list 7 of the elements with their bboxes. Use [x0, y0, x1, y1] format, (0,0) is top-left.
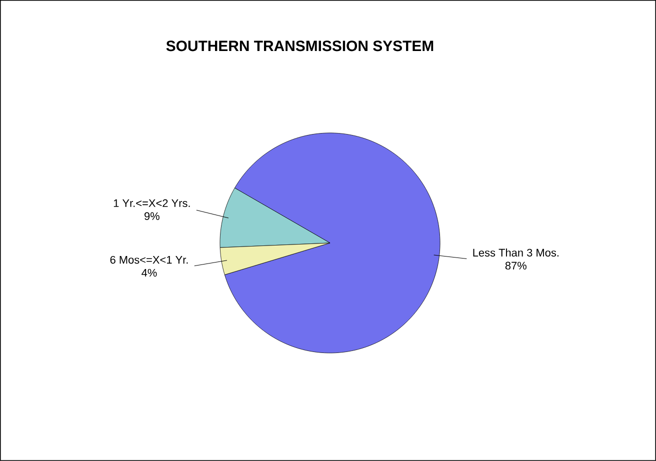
slice-label: 1 Yr.<=X<2 Yrs. — [114, 199, 190, 208]
data-label: 87% — [505, 262, 526, 270]
chart-title: SOUTHERN TRANSMISSION SYSTEM — [166, 40, 434, 52]
data-label: 9% — [144, 212, 160, 220]
slice-label: 6 Mos<=X<1 Yr. — [110, 256, 188, 264]
data-label: 4% — [142, 268, 157, 277]
slice-label: Less Than 3 Mos. — [473, 248, 558, 257]
